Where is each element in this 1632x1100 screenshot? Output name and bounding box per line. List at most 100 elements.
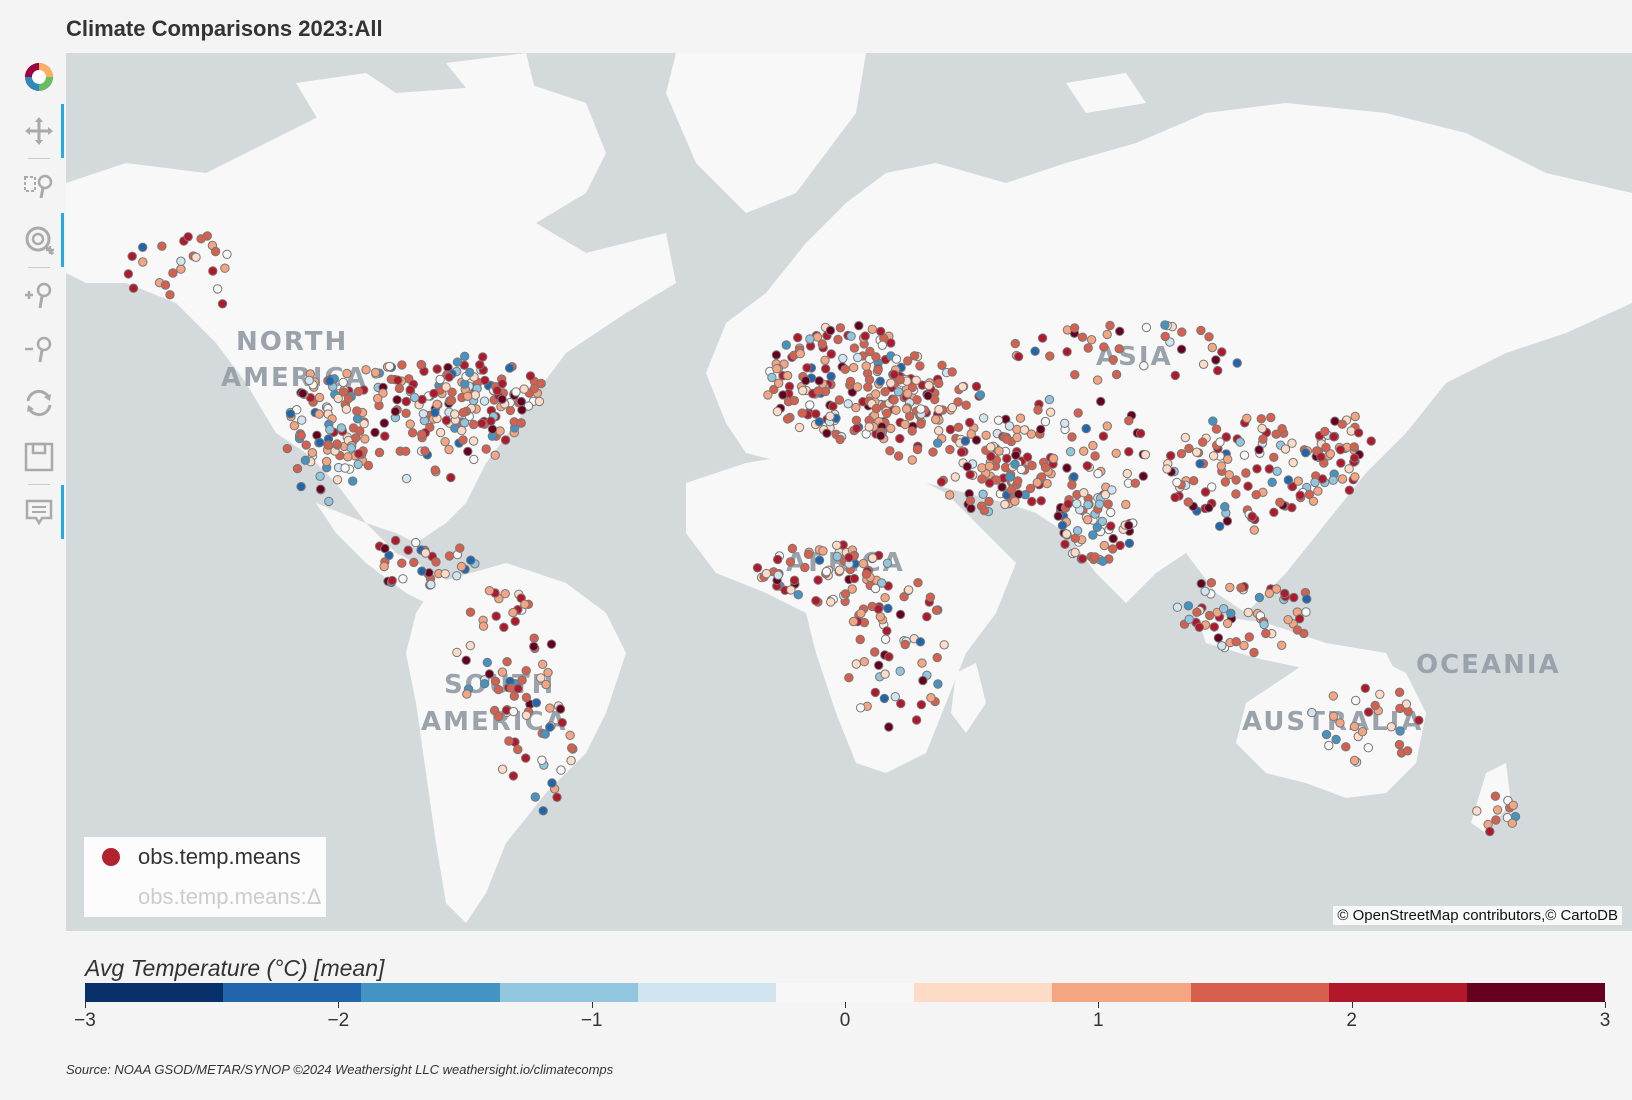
station-marker[interactable] [168, 268, 178, 278]
station-marker[interactable] [470, 390, 480, 400]
station-marker[interactable] [1141, 322, 1152, 333]
station-marker[interactable] [1293, 476, 1304, 486]
station-marker[interactable] [537, 755, 547, 765]
station-marker[interactable] [1215, 437, 1225, 447]
station-marker[interactable] [394, 383, 405, 394]
station-marker[interactable] [407, 428, 418, 438]
station-marker[interactable] [426, 579, 436, 590]
station-marker[interactable] [461, 655, 471, 665]
station-marker[interactable] [950, 472, 960, 482]
station-marker[interactable] [1124, 447, 1134, 457]
station-marker[interactable] [879, 693, 890, 704]
station-marker[interactable] [1264, 464, 1275, 474]
station-marker[interactable] [945, 444, 955, 455]
station-marker[interactable] [978, 413, 989, 423]
station-marker[interactable] [1170, 370, 1181, 381]
station-marker[interactable] [1067, 480, 1077, 490]
station-marker[interactable] [1231, 489, 1241, 499]
station-marker[interactable] [880, 593, 890, 603]
station-marker[interactable] [860, 331, 870, 341]
station-marker[interactable] [1196, 578, 1207, 589]
station-marker[interactable] [833, 334, 843, 345]
station-marker[interactable] [933, 438, 943, 448]
station-marker[interactable] [444, 551, 455, 561]
station-marker[interactable] [861, 361, 871, 371]
station-marker[interactable] [1079, 446, 1089, 456]
station-marker[interactable] [297, 415, 307, 425]
station-marker[interactable] [463, 446, 473, 457]
station-marker[interactable] [840, 589, 851, 599]
station-marker[interactable] [1221, 432, 1232, 442]
station-marker[interactable] [1349, 453, 1360, 463]
station-marker[interactable] [401, 408, 411, 418]
station-marker[interactable] [343, 393, 354, 404]
station-marker[interactable] [884, 652, 894, 662]
station-marker[interactable] [907, 455, 917, 465]
station-marker[interactable] [1106, 521, 1116, 531]
legend-item-means[interactable]: obs.temp.means [84, 837, 326, 877]
station-marker[interactable] [1077, 332, 1088, 342]
station-marker[interactable] [1077, 554, 1088, 564]
station-marker[interactable] [176, 264, 186, 274]
wheel-zoom-tool[interactable] [14, 213, 64, 267]
station-marker[interactable] [1222, 618, 1233, 629]
station-marker[interactable] [282, 443, 293, 454]
station-marker[interactable] [1130, 478, 1141, 488]
station-marker[interactable] [1247, 511, 1257, 522]
station-marker[interactable] [1010, 338, 1020, 349]
station-marker[interactable] [1321, 442, 1331, 453]
station-marker[interactable] [1267, 477, 1277, 487]
station-marker[interactable] [801, 375, 811, 386]
station-marker[interactable] [1027, 460, 1037, 471]
station-marker[interactable] [882, 558, 893, 568]
station-marker[interactable] [1138, 471, 1149, 481]
station-marker[interactable] [843, 399, 853, 409]
station-marker[interactable] [984, 461, 995, 471]
station-marker[interactable] [1098, 431, 1109, 441]
station-marker[interactable] [786, 585, 796, 595]
station-marker[interactable] [1395, 726, 1405, 736]
station-marker[interactable] [981, 430, 991, 440]
station-marker[interactable] [484, 669, 495, 679]
station-marker[interactable] [1060, 418, 1070, 428]
station-marker[interactable] [1030, 346, 1040, 356]
station-marker[interactable] [1027, 496, 1037, 507]
station-marker[interactable] [1069, 323, 1080, 333]
station-marker[interactable] [1062, 347, 1072, 357]
station-marker[interactable] [889, 395, 899, 405]
station-marker[interactable] [1321, 729, 1332, 740]
station-marker[interactable] [466, 555, 476, 565]
station-marker[interactable] [296, 481, 306, 492]
station-marker[interactable] [521, 710, 532, 720]
station-marker[interactable] [1105, 320, 1115, 331]
station-marker[interactable] [1195, 459, 1205, 469]
station-marker[interactable] [1013, 351, 1024, 362]
station-marker[interactable] [813, 386, 824, 396]
station-marker[interactable] [895, 666, 905, 676]
station-marker[interactable] [870, 583, 881, 594]
station-marker[interactable] [441, 382, 451, 392]
station-marker[interactable] [502, 657, 512, 667]
station-marker[interactable] [338, 377, 348, 388]
station-marker[interactable] [220, 263, 230, 273]
station-marker[interactable] [811, 409, 821, 419]
station-marker[interactable] [965, 495, 976, 506]
station-marker[interactable] [1122, 468, 1133, 479]
station-marker[interactable] [1226, 608, 1236, 618]
station-marker[interactable] [510, 616, 520, 626]
station-marker[interactable] [416, 429, 427, 440]
station-marker[interactable] [1350, 411, 1360, 422]
station-marker[interactable] [1363, 743, 1374, 753]
station-marker[interactable] [431, 557, 441, 567]
station-marker[interactable] [817, 339, 827, 349]
station-marker[interactable] [323, 440, 333, 450]
station-marker[interactable] [315, 437, 325, 448]
station-marker[interactable] [417, 566, 427, 576]
station-marker[interactable] [440, 569, 450, 579]
station-marker[interactable] [1070, 533, 1080, 543]
station-marker[interactable] [1013, 476, 1023, 486]
station-marker[interactable] [446, 472, 456, 483]
station-marker[interactable] [965, 417, 975, 428]
reset-tool[interactable] [14, 376, 64, 430]
station-marker[interactable] [183, 232, 193, 242]
